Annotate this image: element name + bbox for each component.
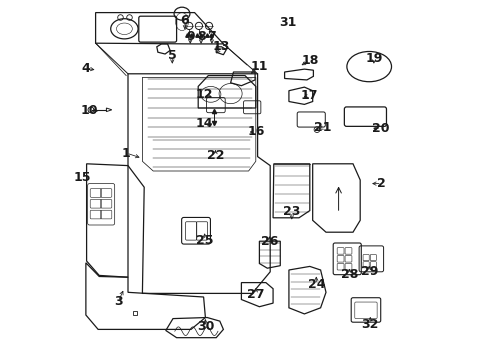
Text: 5: 5 bbox=[168, 49, 177, 62]
Text: 15: 15 bbox=[74, 171, 91, 184]
Text: 9: 9 bbox=[186, 30, 195, 42]
Text: 28: 28 bbox=[341, 268, 358, 281]
Text: 31: 31 bbox=[279, 16, 296, 29]
Text: 29: 29 bbox=[361, 265, 378, 278]
Text: 19: 19 bbox=[365, 52, 383, 65]
Text: 2: 2 bbox=[377, 177, 386, 190]
Text: 1: 1 bbox=[122, 147, 130, 159]
Text: 14: 14 bbox=[196, 117, 214, 130]
Text: 17: 17 bbox=[301, 89, 318, 102]
Text: 21: 21 bbox=[314, 121, 331, 134]
Text: 12: 12 bbox=[196, 88, 214, 101]
Text: 10: 10 bbox=[81, 104, 98, 117]
Text: 24: 24 bbox=[308, 278, 325, 291]
Text: 32: 32 bbox=[362, 318, 379, 330]
Text: 7: 7 bbox=[207, 30, 216, 42]
Text: 11: 11 bbox=[251, 60, 268, 73]
Text: 18: 18 bbox=[301, 54, 319, 67]
Text: 27: 27 bbox=[247, 288, 265, 301]
Text: 3: 3 bbox=[114, 295, 122, 308]
Text: 23: 23 bbox=[283, 205, 300, 218]
Text: 6: 6 bbox=[181, 14, 189, 27]
Text: 26: 26 bbox=[261, 235, 278, 248]
Text: 8: 8 bbox=[197, 30, 205, 42]
Text: 4: 4 bbox=[81, 62, 90, 75]
Text: 16: 16 bbox=[247, 125, 265, 138]
Text: 13: 13 bbox=[213, 40, 230, 53]
Text: 25: 25 bbox=[196, 234, 214, 247]
Text: 22: 22 bbox=[207, 149, 224, 162]
Text: 30: 30 bbox=[196, 320, 214, 333]
Text: 20: 20 bbox=[372, 122, 390, 135]
